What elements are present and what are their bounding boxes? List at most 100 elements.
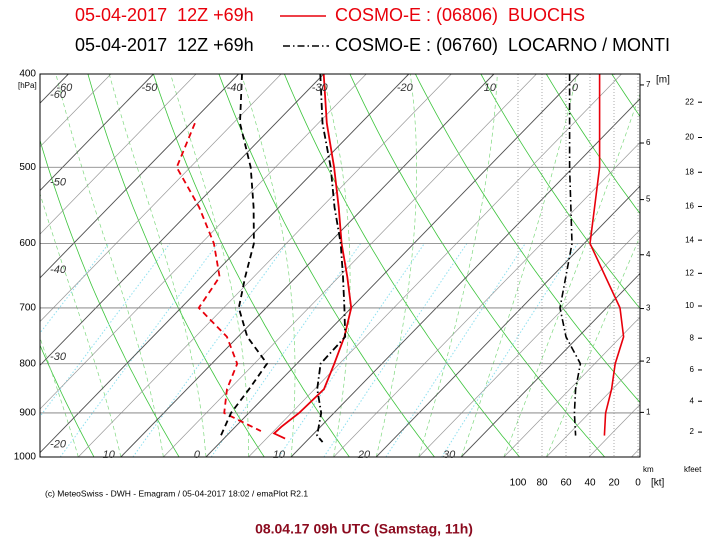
isotherm-label: -30 xyxy=(50,351,67,363)
isotherm-grid-line xyxy=(40,74,410,454)
isotherm xyxy=(40,74,197,235)
y-tick-label: 900 xyxy=(19,408,36,419)
height-title: [m] xyxy=(656,75,670,86)
dewpoint-line xyxy=(175,122,262,432)
moist-adiabat xyxy=(108,74,207,457)
isotherm-label: -20 xyxy=(397,82,414,94)
y-tick-label: 800 xyxy=(19,358,36,369)
isotherm xyxy=(546,360,640,457)
height-km-label: 6 xyxy=(646,138,651,147)
dry-adiabat xyxy=(663,53,728,457)
isotherm xyxy=(40,74,367,410)
data-layer xyxy=(175,74,625,443)
isotherm-grid-line xyxy=(40,74,325,366)
isotherm xyxy=(40,74,112,148)
temperature-line xyxy=(316,74,347,443)
mixing-ratio-line xyxy=(278,243,425,457)
y-tick-label: 500 xyxy=(19,162,36,173)
dry-adiabat xyxy=(545,74,640,215)
height-km-label: 7 xyxy=(646,80,651,89)
height-kfeet-label: 16 xyxy=(685,202,694,211)
moist-adiabat xyxy=(40,336,79,457)
mixing-ratio-line xyxy=(40,243,171,418)
wind-tick-label: 0 xyxy=(635,478,641,489)
isotherm-label: -40 xyxy=(227,82,244,94)
valid-time: 08.04.17 09h UTC (Samstag, 11h) xyxy=(255,521,473,537)
footer: (c) MeteoSwiss - DWH - Emagram / 05-04-2… xyxy=(45,488,308,498)
isotherm-grid-line xyxy=(205,74,580,457)
isotherm-label: -50 xyxy=(142,82,159,94)
height-kfeet-label: 6 xyxy=(690,365,695,374)
isotherm xyxy=(0,74,26,457)
isotherm-label: 30 xyxy=(443,449,456,461)
isotherm-grid-line xyxy=(290,98,640,457)
dry-adiabat xyxy=(0,53,9,457)
height-km-label: km xyxy=(643,465,654,474)
header-run: 05-04-2017 12Z +69h xyxy=(75,5,254,25)
isotherm-grid-line xyxy=(120,74,495,457)
height-kfeet-label: 10 xyxy=(685,301,694,310)
dry-adiabat xyxy=(40,138,180,457)
wind-tick-label: 20 xyxy=(608,478,620,489)
height-km-label: 1 xyxy=(646,407,651,416)
height-kfeet-label: 4 xyxy=(690,396,695,405)
header-station: COSMO-E : (06760) LOCARNO / MONTI xyxy=(335,35,670,55)
y-tick-label: 400 xyxy=(19,69,36,80)
isotherm-label: 0 xyxy=(194,449,201,461)
moist-adiabat xyxy=(40,192,122,457)
dry-adiabat xyxy=(414,74,640,404)
height-kfeet-label: 22 xyxy=(685,97,694,106)
isotherm xyxy=(40,74,324,366)
dry-adiabat xyxy=(87,74,265,457)
isotherm xyxy=(461,273,640,457)
isotherm-label: 0 xyxy=(572,82,579,94)
height-km-label: 5 xyxy=(646,195,651,204)
temperature-line xyxy=(272,74,353,440)
dry-adiabat xyxy=(218,74,435,457)
wind-tick-label: 100 xyxy=(510,478,527,489)
height-kfeet-label: 14 xyxy=(685,235,694,244)
wind-tick-label: 60 xyxy=(560,478,572,489)
dry-adiabat xyxy=(611,74,640,118)
isotherm-label: -30 xyxy=(312,82,329,94)
plot-frame xyxy=(39,73,641,458)
grid-layer xyxy=(0,53,728,458)
dry-adiabat xyxy=(283,74,520,457)
isotherm xyxy=(248,74,622,457)
height-kfeet-label: kfeet xyxy=(684,465,702,474)
isotherm-label: -60 xyxy=(50,89,67,101)
header-run: 05-04-2017 12Z +69h xyxy=(75,35,254,55)
height-km-label: 3 xyxy=(646,304,651,313)
isotherm xyxy=(40,74,239,279)
isotherm xyxy=(375,185,640,457)
dry-adiabat xyxy=(40,344,95,457)
isotherm-grid-line xyxy=(40,74,154,192)
y-tick-label: 1000 xyxy=(14,452,37,463)
isotherm xyxy=(631,447,640,457)
isotherm xyxy=(503,316,640,457)
moist-adiabat xyxy=(375,74,417,457)
isotherm-grid-line xyxy=(460,272,640,457)
y-tick-label: 600 xyxy=(19,238,36,249)
height-kfeet-label: 18 xyxy=(685,167,694,176)
isotherm xyxy=(78,74,452,457)
wind-tick-label: 80 xyxy=(536,478,548,489)
isotherm-label: 20 xyxy=(357,449,371,461)
dry-adiabat xyxy=(480,74,640,310)
isotherm xyxy=(717,74,728,457)
height-km-label: 2 xyxy=(646,356,651,365)
isotherm xyxy=(163,74,537,457)
isotherm xyxy=(674,74,728,457)
height-kfeet-label: 8 xyxy=(690,333,695,342)
moist-adiabat xyxy=(241,74,296,457)
isotherm xyxy=(40,74,282,323)
wind-tick-label: 40 xyxy=(584,478,596,489)
moist-adiabat xyxy=(503,92,640,457)
mixing-ratio-line xyxy=(0,244,20,458)
height-kfeet-label: 12 xyxy=(685,268,694,277)
height-kfeet-label: 20 xyxy=(685,133,694,142)
header-station: COSMO-E : (06806) BUOCHS xyxy=(335,5,585,25)
moist-adiabat xyxy=(418,74,498,457)
moist-adiabat xyxy=(55,74,164,457)
isotherm xyxy=(418,229,640,457)
